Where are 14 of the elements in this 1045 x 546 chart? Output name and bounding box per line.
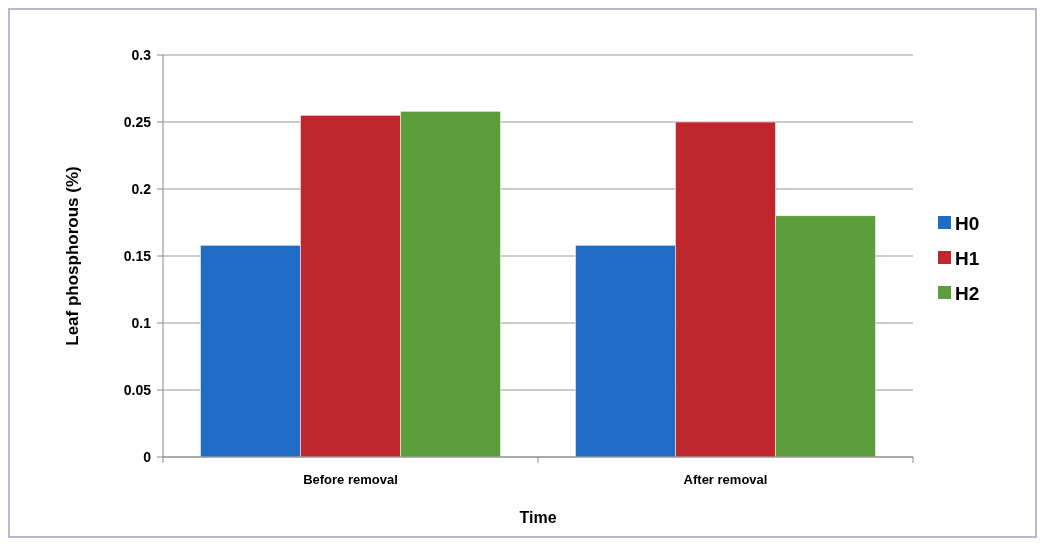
y-tick-label: 0.05 (123, 381, 152, 398)
legend-label: H1 (955, 247, 980, 269)
y-tick-label: 0.15 (123, 247, 152, 264)
y-tick-label: 0.2 (131, 180, 152, 197)
y-tick-label: 0.3 (131, 46, 152, 63)
y-tick-label: 0 (143, 448, 152, 465)
y-tick-label: 0.25 (123, 113, 152, 130)
x-axis-title: Time (519, 509, 557, 526)
legend-label: H0 (955, 212, 980, 234)
y-tick-label: 0.1 (131, 314, 152, 331)
x-tick-label: Before removal (303, 472, 398, 487)
y-axis-title: Leaf phosphorous (%) (63, 166, 82, 346)
legend-label: H2 (955, 282, 980, 304)
x-tick-label: After removal (683, 472, 768, 487)
